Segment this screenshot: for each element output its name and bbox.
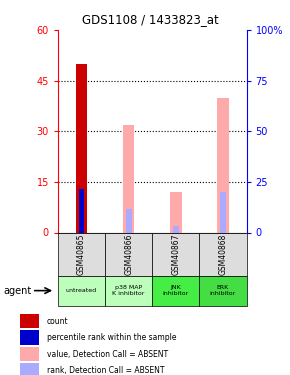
Text: GSM40868: GSM40868 (218, 233, 227, 275)
Text: agent: agent (3, 286, 31, 296)
Bar (126, 209, 132, 232)
Bar (217, 98, 229, 232)
Text: ERK
inhibitor: ERK inhibitor (210, 285, 236, 296)
Bar (105, 276, 152, 306)
Bar (152, 276, 200, 306)
Bar (200, 276, 246, 306)
Bar (20, 330, 39, 345)
Bar (20, 363, 39, 375)
Text: value, Detection Call = ABSENT: value, Detection Call = ABSENT (46, 350, 168, 358)
Text: percentile rank within the sample: percentile rank within the sample (46, 333, 176, 342)
Bar (20, 347, 39, 361)
Bar (200, 232, 246, 276)
Bar (79, 189, 84, 232)
Text: count: count (46, 316, 68, 326)
Bar (173, 226, 179, 232)
Bar (76, 64, 87, 232)
Text: rank, Detection Call = ABSENT: rank, Detection Call = ABSENT (46, 366, 164, 375)
Bar (170, 192, 182, 232)
Text: p38 MAP
K inhibitor: p38 MAP K inhibitor (113, 285, 145, 296)
Text: untreated: untreated (66, 288, 97, 293)
Text: GDS1108 / 1433823_at: GDS1108 / 1433823_at (82, 13, 219, 26)
Bar (105, 232, 152, 276)
Bar (220, 192, 226, 232)
Text: JNK
inhibitor: JNK inhibitor (163, 285, 189, 296)
Bar (58, 276, 105, 306)
Bar (123, 124, 135, 232)
Bar (152, 232, 200, 276)
Text: GSM40866: GSM40866 (124, 233, 133, 275)
Bar (58, 232, 105, 276)
Text: GSM40867: GSM40867 (171, 233, 180, 275)
Text: GSM40865: GSM40865 (77, 233, 86, 275)
Bar (20, 314, 39, 328)
